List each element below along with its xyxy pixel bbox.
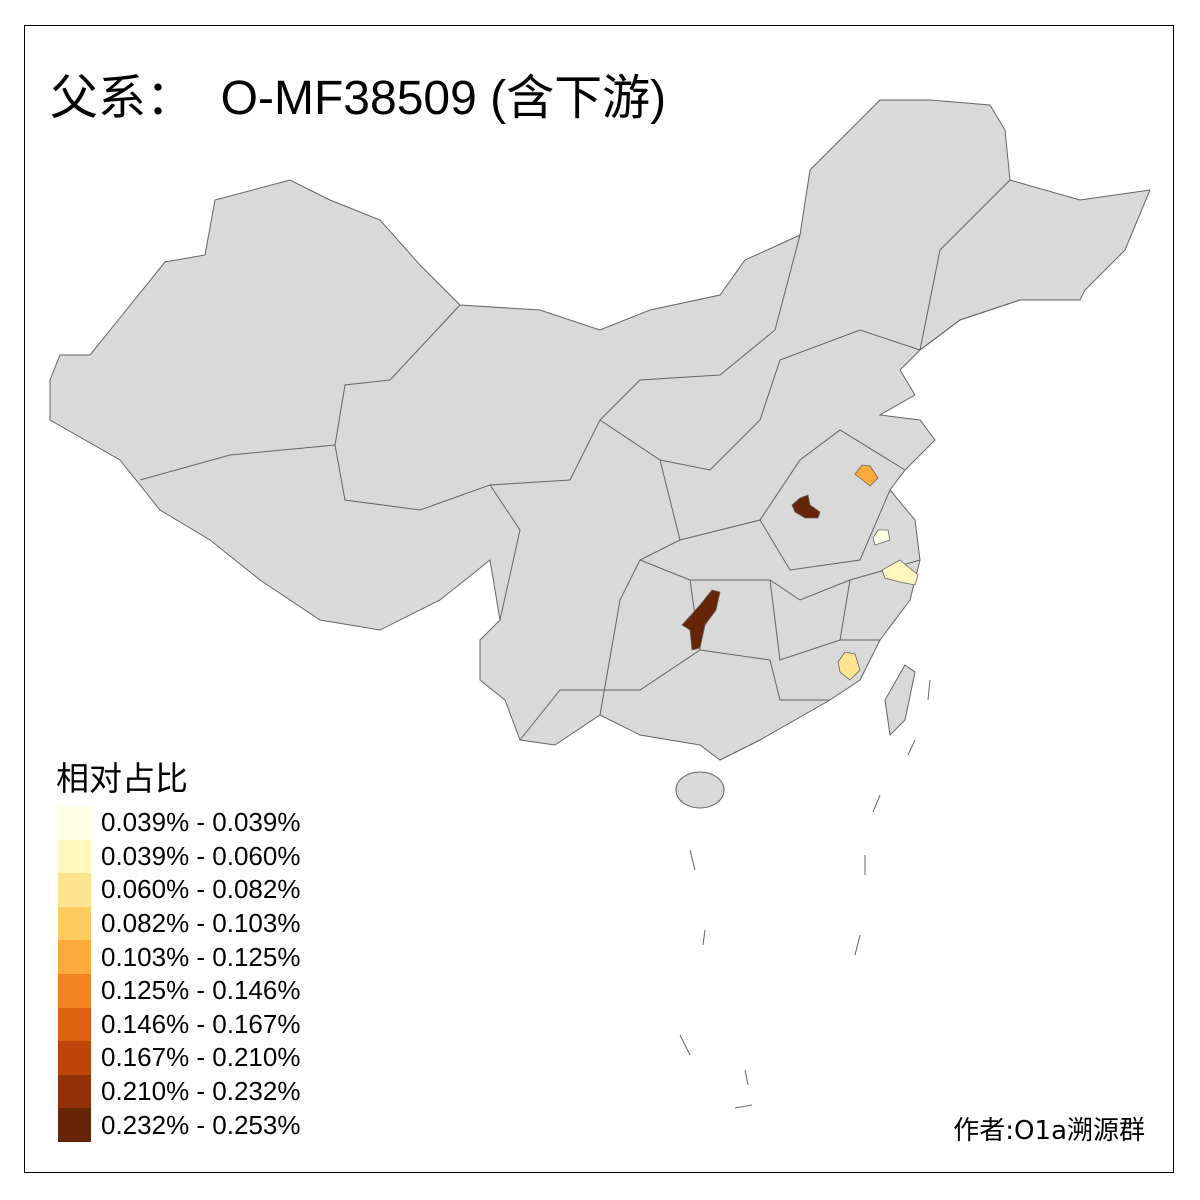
legend-item: 0.039% - 0.039% [58, 806, 300, 840]
legend-swatch [58, 1108, 91, 1142]
legend-label: 0.167% - 0.210% [101, 1042, 301, 1073]
legend: 0.039% - 0.039% 0.039% - 0.060% 0.060% - 0… [58, 806, 300, 1142]
legend-label: 0.039% - 0.039% [101, 807, 301, 838]
south-china-sea-islands [679, 679, 931, 1109]
legend-swatch [58, 1074, 91, 1109]
taiwan-island [884, 664, 916, 737]
legend-swatch [58, 1007, 91, 1042]
legend-label: 0.210% - 0.232% [101, 1076, 301, 1107]
legend-label: 0.039% - 0.060% [101, 840, 301, 871]
legend-item: 0.210% - 0.232% [58, 1074, 301, 1109]
region-zhejiang-north [881, 559, 919, 586]
highlighted-regions [681, 464, 919, 681]
legend-item: 0.146% - 0.167% [58, 1007, 301, 1042]
legend-title: 相对占比 [56, 759, 188, 798]
legend-item: 0.039% - 0.060% [58, 839, 301, 874]
author-credit: 作者:O1a溯源群 [953, 1116, 1145, 1146]
hainan-island [675, 771, 725, 809]
legend-item: 0.060% - 0.082% [58, 873, 300, 907]
legend-label: 0.146% - 0.167% [101, 1008, 301, 1039]
region-jiangsu-north [854, 464, 879, 487]
legend-item: 0.125% - 0.146% [58, 973, 301, 1008]
legend-swatch [58, 1041, 91, 1075]
legend-swatch [58, 906, 91, 941]
legend-label: 0.082% - 0.103% [101, 908, 301, 939]
map-frame [24, 25, 1174, 1173]
legend-swatch [58, 839, 91, 874]
legend-item: 0.167% - 0.210% [58, 1041, 300, 1075]
map-title: 父系： O-MF38509 (含下游) [50, 72, 667, 125]
legend-swatch [58, 940, 91, 974]
region-fujian-south [837, 651, 861, 681]
legend-item: 0.232% - 0.253% [58, 1108, 300, 1142]
china-mainland [49, 99, 1151, 761]
legend-label: 0.103% - 0.125% [101, 941, 301, 972]
region-guizhou [681, 589, 721, 651]
legend-swatch [58, 973, 91, 1008]
legend-swatch [58, 873, 91, 907]
province-borders [139, 179, 1080, 741]
legend-label: 0.125% - 0.146% [101, 975, 301, 1006]
legend-label: 0.060% - 0.082% [101, 874, 301, 905]
legend-item: 0.103% - 0.125% [58, 940, 300, 974]
legend-label: 0.232% - 0.253% [101, 1109, 301, 1140]
legend-item: 0.082% - 0.103% [58, 906, 301, 941]
region-henan-south [791, 494, 821, 519]
legend-swatch [58, 806, 91, 840]
region-jiangsu-middle [872, 529, 891, 546]
